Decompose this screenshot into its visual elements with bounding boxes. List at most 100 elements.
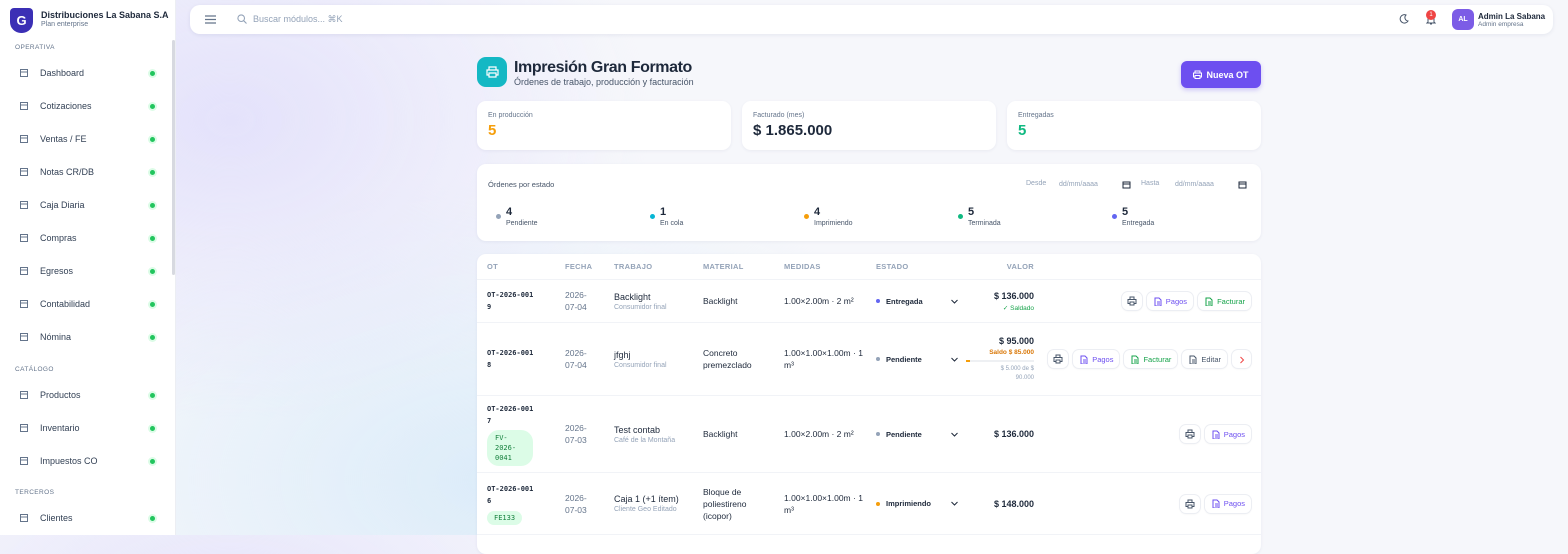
search-icon <box>237 14 247 24</box>
column-header: ESTADO <box>876 262 909 271</box>
icon <box>1205 297 1213 306</box>
status-card: Órdenes por estado Desde Hasta dd/mm/aaa… <box>477 164 1261 241</box>
ot-number[interactable]: OT-2026-0016 <box>487 484 534 505</box>
ot-number[interactable]: OT-2026-0017 <box>487 404 534 425</box>
action-button[interactable]: Facturar <box>1124 350 1178 368</box>
status-text: Pendiente <box>886 429 922 439</box>
nav-item[interactable]: Compras <box>8 225 162 251</box>
nav-label: Egresos <box>40 266 74 276</box>
nav-item[interactable]: Nómina <box>8 324 162 350</box>
nav-item[interactable]: Inventario <box>8 415 162 441</box>
nav-item[interactable]: Cotizaciones <box>8 93 162 119</box>
page-title: Impresión Gran Formato <box>514 59 692 76</box>
icon <box>20 135 28 143</box>
status-select[interactable]: Pendiente <box>876 430 966 439</box>
balance: Saldo $ 85.000 <box>989 348 1034 356</box>
icon <box>20 102 28 110</box>
table-row: OT-2026-0016 FE133 2026-07-03 Caja 1 (+1 ít… <box>477 473 1261 535</box>
date: 2026-07-04 <box>565 348 587 370</box>
action-label: Pagos <box>1092 354 1114 364</box>
nav-label: Dashboard <box>40 68 85 78</box>
print-button[interactable] <box>1179 494 1200 513</box>
status-dot <box>804 214 809 219</box>
print-button[interactable] <box>1121 292 1142 310</box>
ot-cell: OT-2026-0019 <box>487 289 565 313</box>
stat-label: En producción <box>488 112 533 119</box>
status-select[interactable]: Imprimiendo <box>876 499 966 508</box>
search-input[interactable]: Buscar módulos... ⌘K <box>253 14 343 25</box>
nav-section-title: OPERATIVA <box>15 44 55 51</box>
nav-item[interactable]: Caja Diaria <box>8 192 162 218</box>
orders-table: OT FECHA TRABAJO MATERIAL MEDIDAS ESTADO VALOR… <box>477 254 1261 554</box>
status-text: Entregada <box>886 296 923 306</box>
column-header: TRABAJO <box>614 262 653 271</box>
job-cell: Backlight Consumidor final <box>614 292 703 311</box>
page-subtitle: Órdenes de trabajo, producción y factura… <box>514 77 694 87</box>
column-header: MEDIDAS <box>784 262 821 271</box>
action-button[interactable]: Pagos <box>1146 292 1194 310</box>
print-button[interactable] <box>1048 350 1069 368</box>
ot-number[interactable]: OT-2026-0018 <box>487 349 534 369</box>
more-button[interactable] <box>1232 350 1251 368</box>
nav-label: Compras <box>40 233 77 243</box>
ot-cell: OT-2026-0018 <box>487 347 565 371</box>
action-button[interactable]: Pagos <box>1073 350 1120 368</box>
status-select[interactable]: Entregada <box>876 297 966 306</box>
nav-item[interactable]: Impuestos CO <box>8 448 162 474</box>
action-button[interactable]: Editar <box>1182 350 1227 368</box>
action-button[interactable]: Pagos <box>1204 494 1251 513</box>
status-select[interactable]: Pendiente <box>876 355 966 364</box>
status-item[interactable]: 5 Entregada <box>1110 204 1260 230</box>
date: 2026-07-03 <box>565 423 587 445</box>
action-label: Pagos <box>1165 296 1188 306</box>
status-dot <box>150 515 155 521</box>
value: $ 148.000 <box>993 498 1034 509</box>
nav-item[interactable]: Clientes <box>8 505 162 531</box>
status-dot <box>876 501 880 506</box>
avatar[interactable]: AL <box>1452 9 1474 30</box>
measures: 1.00×2.00m · 2 m² <box>784 296 854 306</box>
icon <box>20 300 28 308</box>
icon <box>1185 429 1195 439</box>
material: Bloque de poliestireno (icopor) <box>703 486 747 521</box>
nav-item[interactable]: Productos <box>8 382 162 408</box>
theme-toggle[interactable] <box>1399 14 1409 24</box>
job-cell: Caja 1 (+1 ítem) Cliente Geo Editado <box>614 494 703 513</box>
button-label: Nueva OT <box>1206 69 1249 80</box>
invoice-badge: FE133 <box>487 510 523 525</box>
nav-item[interactable]: Ventas / FE <box>8 126 162 152</box>
column-header: MATERIAL <box>703 262 744 271</box>
status-item[interactable]: 4 Pendiente <box>494 204 644 230</box>
client-name: Consumidor final <box>614 361 667 369</box>
nav-label: Cotizaciones <box>40 101 92 111</box>
status-count: 4 <box>506 206 513 218</box>
status-count: 1 <box>660 206 667 218</box>
status-item[interactable]: 5 Terminada <box>956 204 1106 230</box>
action-button[interactable]: Pagos <box>1204 425 1251 443</box>
nav-item[interactable]: Contabilidad <box>8 291 162 317</box>
nav-item[interactable]: Notas CR/DB <box>8 159 162 185</box>
measures: 1.00×1.00×1.00m · 1 m³ <box>784 348 863 370</box>
measures: 1.00×2.00m · 2 m² <box>784 429 854 439</box>
icon <box>20 424 28 432</box>
status-dot <box>1112 214 1117 219</box>
status-dot <box>150 202 155 208</box>
nav-item[interactable]: Egresos <box>8 258 162 284</box>
icon <box>1212 499 1220 508</box>
status-item[interactable]: 1 En cola <box>648 204 798 230</box>
date-input[interactable]: dd/mm/aaaa <box>1055 177 1135 191</box>
icon <box>1238 181 1247 188</box>
notification-count: 1 <box>1426 10 1436 20</box>
menu-icon[interactable] <box>205 15 216 24</box>
action-button[interactable]: Facturar <box>1198 292 1251 310</box>
date-input[interactable]: dd/mm/aaaa <box>1171 177 1251 191</box>
status-dot <box>150 136 155 142</box>
nav-item[interactable]: Dashboard <box>8 60 162 86</box>
nav-label: Productos <box>40 390 81 400</box>
status-dot <box>150 301 155 307</box>
icon <box>1212 430 1220 439</box>
ot-number[interactable]: OT-2026-0019 <box>487 291 534 311</box>
print-button[interactable] <box>1179 425 1200 443</box>
status-item[interactable]: 4 Imprimiendo <box>802 204 952 230</box>
new-order-button[interactable]: Nueva OT <box>1181 61 1261 88</box>
